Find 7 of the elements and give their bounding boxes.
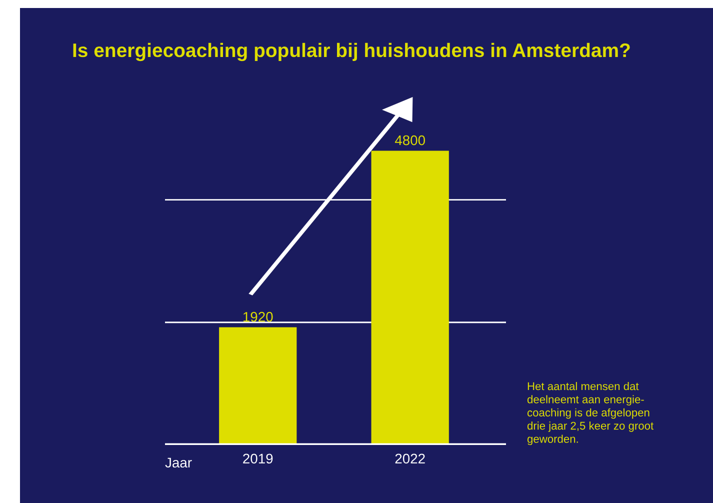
data-label: 1920	[243, 312, 273, 322]
text: Het aantal mensen dat deelneemt aan energie- coaching is de afgelopen drie jaar 2,5 keer zo groot geworden.	[527, 382, 654, 446]
chart-title: Is energiecoaching populair bij huishoudens in Amsterdam?	[73, 42, 630, 62]
x-axis-title: Jaar	[165, 458, 192, 468]
data-label: 4800	[394, 135, 425, 146]
x-tick-label: 2022	[395, 454, 425, 464]
x-tick-label: 2019	[243, 454, 273, 464]
